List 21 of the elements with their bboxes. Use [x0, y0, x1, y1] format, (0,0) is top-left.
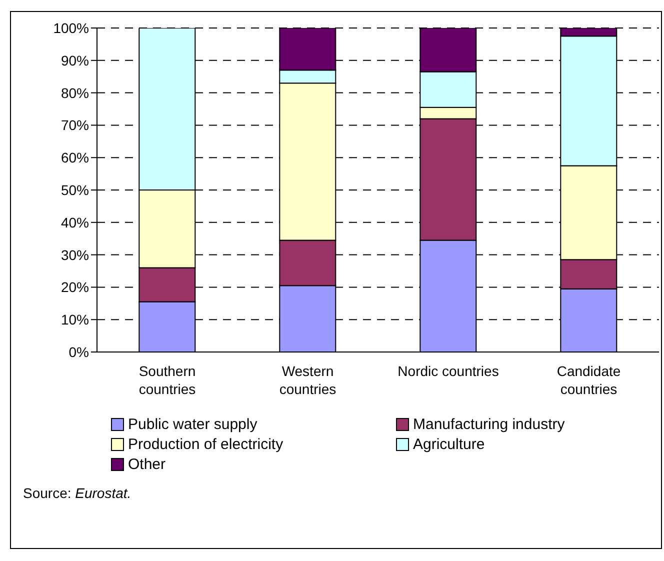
- y-tick-label: 60%: [60, 150, 89, 166]
- legend-label: Manufacturing industry: [413, 416, 565, 433]
- y-tick-label: 40%: [60, 214, 89, 230]
- y-tick-label: 70%: [60, 117, 89, 134]
- legend-label: Production of electricity: [128, 436, 284, 453]
- x-tick-label: Southern countries: [138, 363, 196, 397]
- source-note: Source: Eurostat.: [23, 485, 132, 501]
- y-tick-label: 90%: [60, 52, 89, 68]
- y-tick-label: 10%: [60, 312, 89, 328]
- y-tick-label: 0%: [68, 344, 89, 360]
- y-tick-label: 20%: [60, 279, 89, 296]
- x-tick-label: Nordic countries: [398, 363, 499, 379]
- legend-label: Public water supply: [128, 416, 258, 433]
- legend-label: Agriculture: [413, 436, 485, 453]
- y-tick-label: 100%: [53, 20, 89, 36]
- y-tick-label: 80%: [60, 84, 89, 101]
- legend-label: Other: [128, 456, 166, 473]
- y-tick-label: 50%: [60, 182, 89, 198]
- y-tick-label: 30%: [60, 246, 89, 263]
- x-tick-label: Western countries: [279, 363, 336, 397]
- x-tick-label: Candidate countries: [556, 363, 621, 397]
